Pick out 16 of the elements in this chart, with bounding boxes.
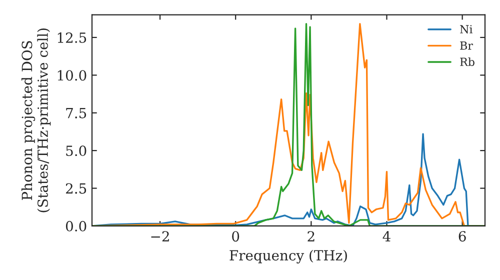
x-tick-label: 4 bbox=[382, 231, 390, 242]
y-tick-label: 5.0 bbox=[66, 146, 86, 156]
y-axis-title: Phonon projected DOS (States/THz·primitive cell) bbox=[21, 28, 51, 212]
x-tick-label: 6 bbox=[458, 231, 466, 242]
legend-label: Ni bbox=[460, 25, 473, 34]
x-tick-label: 0 bbox=[232, 231, 240, 242]
y-tick-label: 12.5 bbox=[58, 32, 86, 43]
x-tick-label: 2 bbox=[308, 231, 314, 242]
y-tick-label: 0.0 bbox=[66, 220, 86, 232]
y-tick-label: 10.0 bbox=[58, 70, 86, 81]
y-tick-label: 7.5 bbox=[66, 108, 86, 118]
legend-label: Br bbox=[460, 41, 473, 50]
y-tick-label: 2.5 bbox=[66, 183, 86, 194]
x-tick-label: −2 bbox=[151, 231, 169, 242]
x-axis-title: Frequency (THz) bbox=[230, 250, 347, 264]
legend-label: Rb bbox=[460, 57, 474, 66]
